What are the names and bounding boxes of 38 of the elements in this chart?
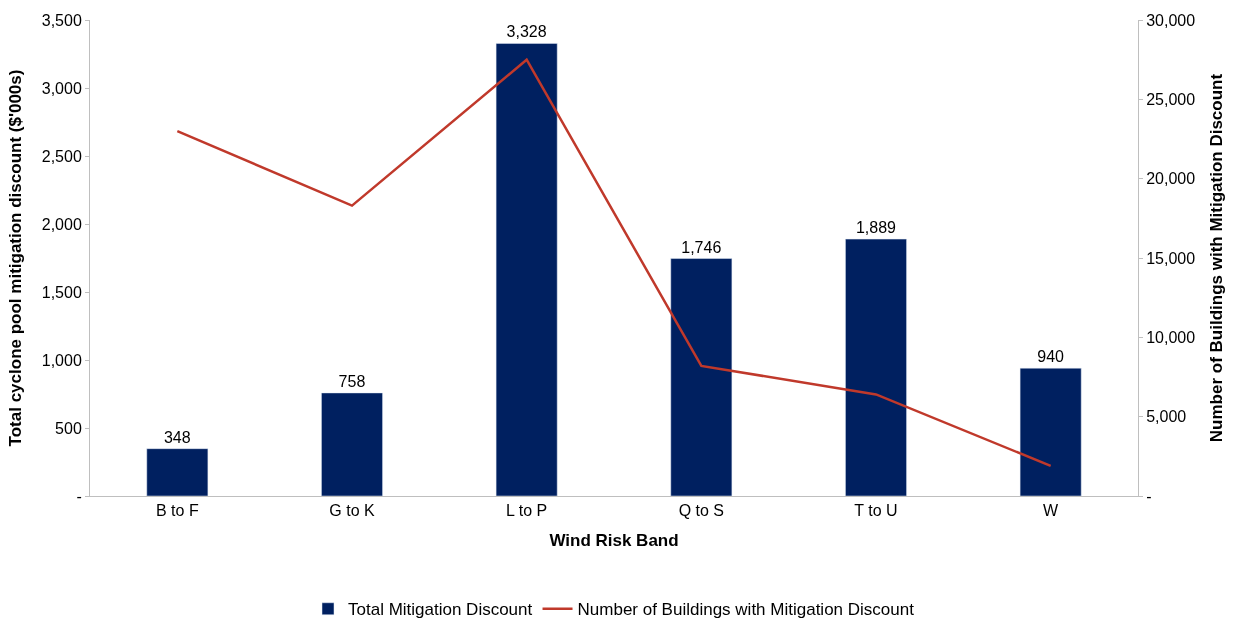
y2-tick-label: 30,000 bbox=[1146, 11, 1196, 29]
bar bbox=[146, 448, 209, 496]
data-label: 1,746 bbox=[681, 238, 722, 256]
bar bbox=[1019, 367, 1082, 496]
y-tick-label: 1,500 bbox=[41, 283, 82, 301]
x-axis-title: Wind Risk Band bbox=[549, 530, 679, 550]
y2-tick-label: 20,000 bbox=[1146, 170, 1196, 188]
y2-tick-label: - bbox=[1146, 487, 1152, 505]
x-tick-label: Q to S bbox=[678, 502, 725, 520]
x-tick-label: W bbox=[1043, 502, 1060, 520]
bar bbox=[670, 258, 733, 496]
bar bbox=[495, 43, 558, 496]
x-tick-label: B to F bbox=[155, 502, 199, 520]
y2-axis-title: Number of Buildings with Mitigation Discount bbox=[1206, 73, 1226, 443]
y-tick-label: 3,500 bbox=[41, 11, 82, 29]
y-tick-label: 2,000 bbox=[41, 215, 82, 233]
bar bbox=[845, 238, 907, 496]
data-label: 940 bbox=[1037, 348, 1065, 366]
x-tick-label: L to P bbox=[506, 502, 548, 520]
y-tick-label: 2,500 bbox=[41, 147, 82, 165]
data-label: 758 bbox=[338, 372, 366, 390]
legend-label: Total Mitigation Discount bbox=[348, 600, 533, 620]
legend-label: Number of Buildings with Mitigation Discount bbox=[577, 600, 915, 620]
y2-tick-label: 10,000 bbox=[1146, 328, 1196, 346]
y-tick-label: 1,000 bbox=[41, 351, 82, 369]
y2-tick-label: 25,000 bbox=[1146, 90, 1196, 108]
y-tick-label: 3,000 bbox=[41, 79, 82, 97]
y2-tick-label: 5,000 bbox=[1146, 408, 1187, 426]
bar bbox=[321, 392, 383, 496]
data-label: 3,328 bbox=[506, 23, 547, 41]
y2-tick-label: 15,000 bbox=[1146, 249, 1196, 267]
y-tick-label: 500 bbox=[55, 419, 82, 437]
y-tick-label: - bbox=[76, 487, 82, 505]
y-axis-title: Total cyclone pool mitigation discount ($'000s) bbox=[6, 69, 26, 447]
x-tick-label: G to K bbox=[329, 502, 375, 520]
x-tick-label: T to U bbox=[854, 502, 898, 520]
data-label: 348 bbox=[163, 428, 191, 446]
data-label: 1,889 bbox=[855, 219, 897, 237]
